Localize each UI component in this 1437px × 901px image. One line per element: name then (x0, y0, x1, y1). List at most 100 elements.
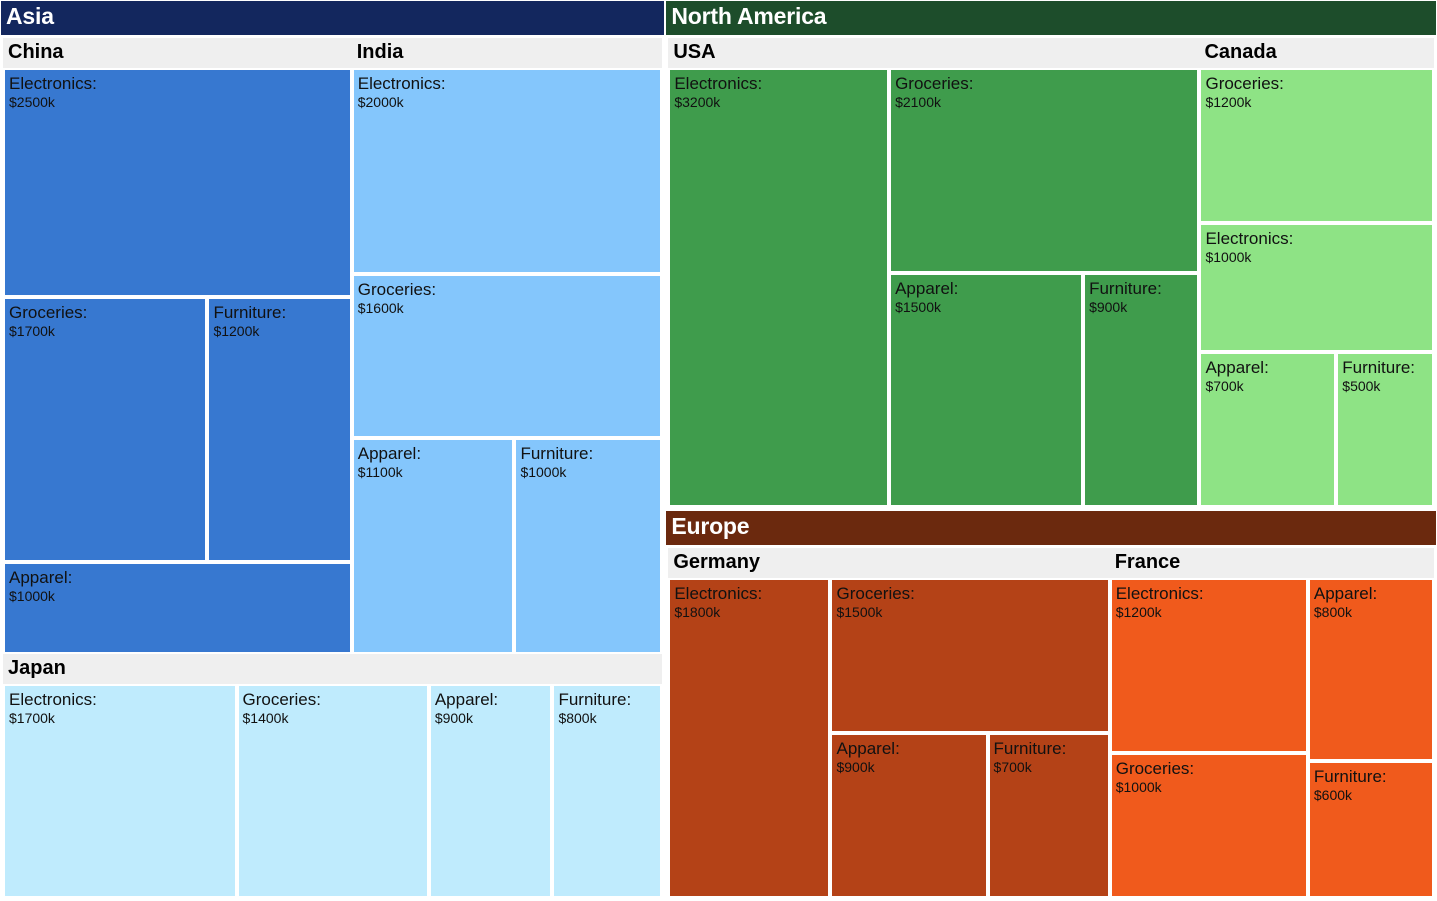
tile-france-furniture: Furniture: $600k (1307, 760, 1434, 898)
tile-value-label: $2100k (895, 94, 942, 110)
tile-category-label: Electronics: (674, 584, 763, 604)
tile-china-furniture: Furniture: $1200k (207, 296, 352, 563)
tile-value-label: $1800k (674, 604, 721, 621)
region-header-asia: Asia (1, 1, 665, 35)
tile-category-label: Electronics: (9, 689, 97, 709)
tile-india-groceries: Groceries: $1600k (351, 273, 663, 438)
tile-value-label: $800k (1313, 604, 1353, 621)
tile-canada-apparel: Apparel: $700k (1199, 352, 1337, 508)
tile-category-label: Apparel: (1205, 358, 1269, 378)
country-header-japan: Japan (3, 653, 663, 684)
tile-value-label: $700k (993, 758, 1032, 775)
country-header-canada: Canada (1199, 38, 1434, 68)
tile-category-label: Groceries: (836, 584, 915, 604)
country-label: Japan (8, 656, 66, 679)
tile-usa-furniture: Furniture: $900k (1083, 272, 1200, 508)
tile-value-label: $1600k (357, 299, 404, 316)
tile-value-label: $900k (836, 758, 875, 775)
tile-japan-apparel: Apparel: $900k (428, 683, 553, 898)
tile-value-label: $1700k (9, 709, 55, 726)
tile-category-label: Groceries: (895, 74, 974, 93)
tile-value-label: $1000k (9, 588, 55, 605)
country-header-usa: USA (668, 38, 1200, 68)
tile-canada-electronics: Electronics: $1000k (1199, 223, 1434, 353)
tile-india-furniture: Furniture: $1000k (514, 437, 663, 654)
tile-value-label: $600k (1313, 786, 1353, 803)
tile-value-label: $900k (434, 709, 473, 726)
country-header-germany: Germany (668, 548, 1110, 579)
tile-value-label: $700k (1205, 378, 1244, 395)
country-label: Canada (1204, 41, 1277, 63)
tile-category-label: Furniture: (213, 302, 287, 322)
tile-germany-furniture: Furniture: $700k (987, 732, 1110, 898)
tile-value-label: $900k (1089, 298, 1128, 315)
region-label: Europe (671, 513, 750, 540)
tile-category-label: Furniture: (558, 689, 632, 709)
tile-value-label: $1500k (895, 298, 942, 315)
region-header-europe: Europe (666, 511, 1436, 546)
tile-value-label: $2500k (9, 94, 55, 110)
country-header-china: China (3, 38, 352, 68)
tile-category-label: Apparel: (895, 278, 959, 298)
tile-category-label: Electronics: (674, 74, 763, 93)
tile-japan-electronics: Electronics: $1700k (3, 683, 237, 898)
tile-category-label: Apparel: (836, 738, 900, 758)
tile-category-label: Groceries: (242, 689, 321, 709)
country-label: France (1114, 551, 1181, 574)
tile-value-label: $3200k (674, 94, 721, 110)
tile-germany-electronics: Electronics: $1800k (668, 578, 831, 898)
tile-france-electronics: Electronics: $1200k (1109, 578, 1308, 753)
tile-category-label: Electronics: (357, 74, 446, 93)
tile-usa-electronics: Electronics: $3200k (668, 68, 890, 508)
region-header-north-america: North America (666, 1, 1436, 35)
tile-value-label: $1200k (1205, 94, 1252, 110)
tile-category-label: Apparel: (1313, 584, 1378, 604)
tile-category-label: Apparel: (9, 568, 73, 588)
country-header-france: France (1109, 548, 1434, 579)
tile-category-label: Furniture: (1089, 278, 1162, 298)
tile-category-label: Apparel: (357, 443, 422, 463)
country-label: India (356, 41, 404, 63)
region-label: North America (671, 3, 827, 29)
tile-france-groceries: Groceries: $1000k (1109, 752, 1308, 898)
tile-category-label: Apparel: (434, 689, 499, 709)
tile-category-label: Groceries: (1205, 74, 1284, 93)
tile-japan-groceries: Groceries: $1400k (236, 683, 429, 898)
tile-value-label: $1100k (357, 463, 403, 480)
tile-category-label: Furniture: (1313, 766, 1387, 786)
tile-usa-groceries: Groceries: $2100k (889, 68, 1200, 273)
tile-category-label: Groceries: (357, 279, 437, 299)
tile-france-apparel: Apparel: $800k (1307, 578, 1434, 761)
tile-canada-furniture: Furniture: $500k (1336, 352, 1434, 508)
country-label: USA (673, 41, 716, 63)
tile-value-label: $1500k (836, 604, 883, 621)
tile-value-label: $1000k (520, 463, 567, 480)
tile-value-label: $1700k (9, 322, 55, 339)
tile-value-label: $2000k (357, 94, 404, 110)
tile-germany-groceries: Groceries: $1500k (830, 578, 1110, 733)
country-header-india: India (351, 38, 663, 68)
tile-value-label: $1200k (213, 322, 260, 339)
tile-value-label: $1000k (1205, 249, 1252, 266)
tile-value-label: $1400k (242, 709, 289, 726)
tile-china-groceries: Groceries: $1700k (3, 296, 208, 563)
country-label: China (8, 41, 64, 63)
tile-category-label: Furniture: (1342, 358, 1416, 378)
region-label: Asia (6, 3, 54, 29)
tile-china-electronics: Electronics: $2500k (3, 68, 352, 297)
tile-value-label: $1200k (1115, 604, 1162, 621)
tile-category-label: Furniture: (520, 443, 594, 463)
tile-india-apparel: Apparel: $1100k (351, 437, 515, 654)
tile-category-label: Electronics: (1115, 584, 1204, 604)
tile-value-label: $800k (558, 709, 597, 726)
tile-germany-apparel: Apparel: $900k (830, 732, 988, 898)
tile-japan-furniture: Furniture: $800k (552, 683, 663, 898)
tile-category-label: Groceries: (1115, 758, 1195, 778)
tile-category-label: Furniture: (993, 738, 1067, 758)
tile-category-label: Groceries: (9, 302, 88, 322)
tile-canada-groceries: Groceries: $1200k (1199, 68, 1434, 224)
tile-category-label: Electronics: (9, 74, 97, 93)
tile-usa-apparel: Apparel: $1500k (889, 272, 1084, 508)
tile-category-label: Electronics: (1205, 229, 1294, 249)
tile-china-apparel: Apparel: $1000k (3, 562, 352, 654)
